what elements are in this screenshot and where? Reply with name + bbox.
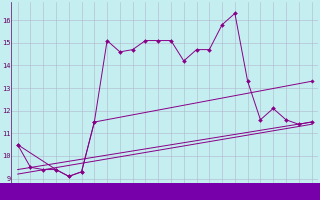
X-axis label: Windchill (Refroidissement éolien,°C): Windchill (Refroidissement éolien,°C) bbox=[84, 191, 245, 198]
